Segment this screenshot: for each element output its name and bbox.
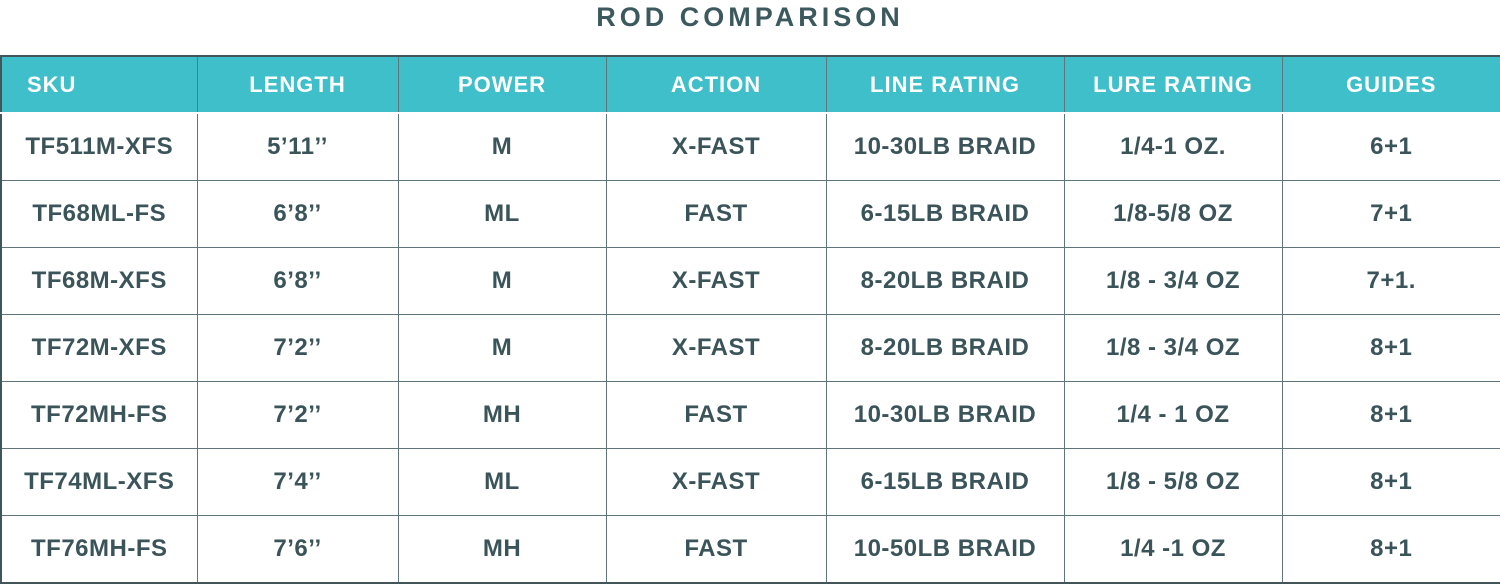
cell-lure-rating: 1/8 - 3/4 OZ (1063, 314, 1283, 382)
cell-line-rating: 6-15LB BRAID (825, 180, 1065, 248)
cell-line-rating: 6-15LB BRAID (825, 448, 1065, 516)
table-row: TF511M-XFS 5’11’’ M X-FAST 10-30LB BRAID 1/4-… (0, 112, 1500, 181)
cell-sku: TF76MH-FS (0, 515, 198, 584)
table-row: TF72M-XFS 7’2’’ M X-FAST 8-20LB BRAID 1/8 - 3… (0, 314, 1500, 382)
cell-line-rating: 10-50LB BRAID (825, 515, 1065, 584)
cell-lure-rating: 1/4 - 1 OZ (1063, 381, 1283, 449)
cell-line-rating: 10-30LB BRAID (825, 381, 1065, 449)
cell-action: X-FAST (605, 112, 827, 181)
cell-length: 6’8’’ (196, 180, 399, 248)
header-row: SKU LENGTH POWER ACTION LINE RATING LURE RATI… (0, 55, 1500, 114)
cell-lure-rating: 1/4-1 OZ. (1063, 112, 1283, 181)
column-header-action: ACTION (605, 55, 827, 114)
cell-line-rating: 8-20LB BRAID (825, 247, 1065, 315)
column-header-sku: SKU (0, 55, 198, 114)
cell-guides: 8+1 (1281, 515, 1500, 584)
cell-power: MH (397, 515, 607, 584)
cell-guides: 7+1 (1281, 180, 1500, 248)
cell-power: M (397, 247, 607, 315)
column-header-length: LENGTH (196, 55, 399, 114)
table-row: TF74ML-XFS 7’4’’ ML X-FAST 6-15LB BRAID 1/8 -… (0, 448, 1500, 516)
table-row: TF68ML-FS 6’8’’ ML FAST 6-15LB BRAID 1/8-5/8 … (0, 180, 1500, 248)
cell-guides: 8+1 (1281, 381, 1500, 449)
table-body: TF511M-XFS 5’11’’ M X-FAST 10-30LB BRAID 1/4-… (0, 112, 1500, 584)
cell-power: MH (397, 381, 607, 449)
table-row: TF72MH-FS 7’2’’ MH FAST 10-30LB BRAID 1/4 - 1… (0, 381, 1500, 449)
cell-power: ML (397, 180, 607, 248)
cell-guides: 7+1. (1281, 247, 1500, 315)
cell-action: FAST (605, 515, 827, 584)
cell-action: FAST (605, 180, 827, 248)
cell-sku: TF72MH-FS (0, 381, 198, 449)
column-header-line-rating: LINE RATING (825, 55, 1065, 114)
cell-guides: 8+1 (1281, 448, 1500, 516)
cell-sku: TF68ML-FS (0, 180, 198, 248)
cell-length: 7’2’’ (196, 381, 399, 449)
page-title: ROD COMPARISON (596, 2, 904, 32)
cell-length: 6’8’’ (196, 247, 399, 315)
column-header-guides: GUIDES (1281, 55, 1500, 114)
column-header-power: POWER (397, 55, 607, 114)
cell-guides: 8+1 (1281, 314, 1500, 382)
column-header-lure-rating: LURE RATING (1063, 55, 1283, 114)
cell-length: 7’4’’ (196, 448, 399, 516)
cell-action: FAST (605, 381, 827, 449)
cell-action: X-FAST (605, 247, 827, 315)
table-row: TF68M-XFS 6’8’’ M X-FAST 8-20LB BRAID 1/8 - 3… (0, 247, 1500, 315)
cell-lure-rating: 1/8-5/8 OZ (1063, 180, 1283, 248)
cell-power: M (397, 314, 607, 382)
cell-sku: TF511M-XFS (0, 112, 198, 181)
cell-action: X-FAST (605, 314, 827, 382)
cell-action: X-FAST (605, 448, 827, 516)
rod-comparison-table: SKU LENGTH POWER ACTION LINE RATING LURE RATI… (0, 55, 1500, 584)
cell-sku: TF72M-XFS (0, 314, 198, 382)
table-row: TF76MH-FS 7’6’’ MH FAST 10-50LB BRAID 1/4 -1 … (0, 515, 1500, 584)
cell-lure-rating: 1/8 - 3/4 OZ (1063, 247, 1283, 315)
cell-power: ML (397, 448, 607, 516)
cell-power: M (397, 112, 607, 181)
cell-line-rating: 10-30LB BRAID (825, 112, 1065, 181)
cell-lure-rating: 1/4 -1 OZ (1063, 515, 1283, 584)
cell-guides: 6+1 (1281, 112, 1500, 181)
cell-length: 5’11’’ (196, 112, 399, 181)
cell-lure-rating: 1/8 - 5/8 OZ (1063, 448, 1283, 516)
cell-sku: TF68M-XFS (0, 247, 198, 315)
cell-length: 7’6’’ (196, 515, 399, 584)
cell-line-rating: 8-20LB BRAID (825, 314, 1065, 382)
cell-sku: TF74ML-XFS (0, 448, 198, 516)
cell-length: 7’2’’ (196, 314, 399, 382)
